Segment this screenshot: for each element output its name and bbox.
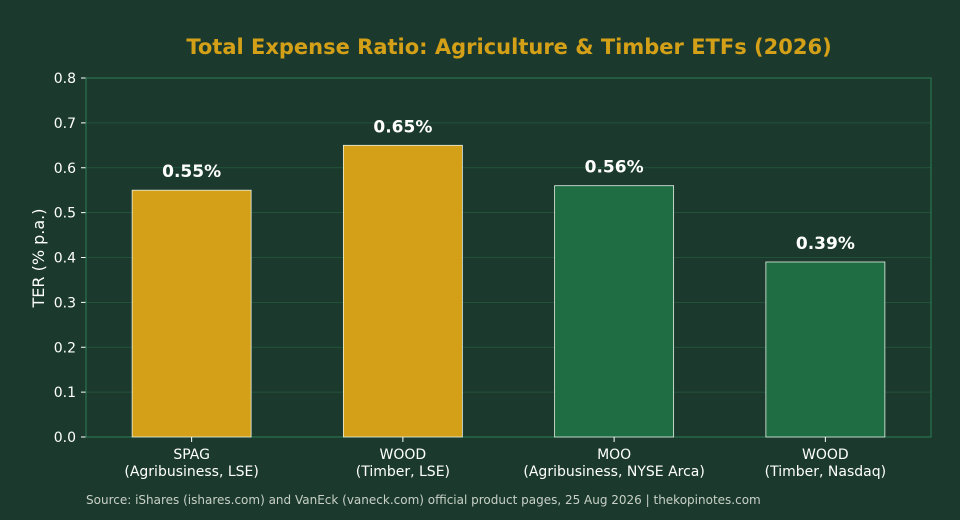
y-tick-label: 0.6	[54, 161, 76, 177]
x-tick-label: (Timber, Nasdaq)	[765, 464, 886, 480]
x-tick-label: (Agribusiness, NYSE Arca)	[523, 464, 704, 480]
x-tick-label: WOOD	[380, 447, 427, 463]
data-label: 0.56%	[585, 158, 644, 178]
source-note: Source: iShares (ishares.com) and VanEck…	[86, 493, 761, 507]
chart-title: Total Expense Ratio: Agriculture & Timbe…	[186, 35, 831, 59]
bar	[554, 185, 675, 438]
y-tick-label: 0.2	[54, 340, 76, 356]
y-tick-label: 0.7	[54, 116, 76, 132]
bar	[131, 189, 252, 438]
y-tick-label: 0.0	[54, 430, 76, 446]
y-tick-label: 0.4	[54, 251, 76, 267]
y-tick-label: 0.1	[54, 385, 76, 401]
data-label: 0.39%	[796, 234, 855, 254]
x-tick-label: SPAG	[173, 447, 210, 463]
data-label: 0.65%	[373, 117, 432, 137]
y-tick-label: 0.8	[54, 71, 76, 87]
y-axis-label: TER (% p.a.)	[29, 209, 48, 309]
y-tick-label: 0.5	[54, 206, 76, 222]
data-label: 0.55%	[162, 162, 221, 182]
bar	[342, 144, 463, 438]
x-tick-label: (Timber, LSE)	[356, 464, 450, 480]
x-tick-label: WOOD	[802, 447, 849, 463]
plot-frame	[85, 77, 932, 438]
bar	[765, 261, 886, 438]
x-tick-label: MOO	[597, 447, 631, 463]
x-tick-label: (Agribusiness, LSE)	[124, 464, 258, 480]
y-tick-label: 0.3	[54, 295, 76, 311]
plot-area: 0.00.10.20.30.40.50.60.70.80.55%SPAG(Agr…	[54, 71, 932, 480]
